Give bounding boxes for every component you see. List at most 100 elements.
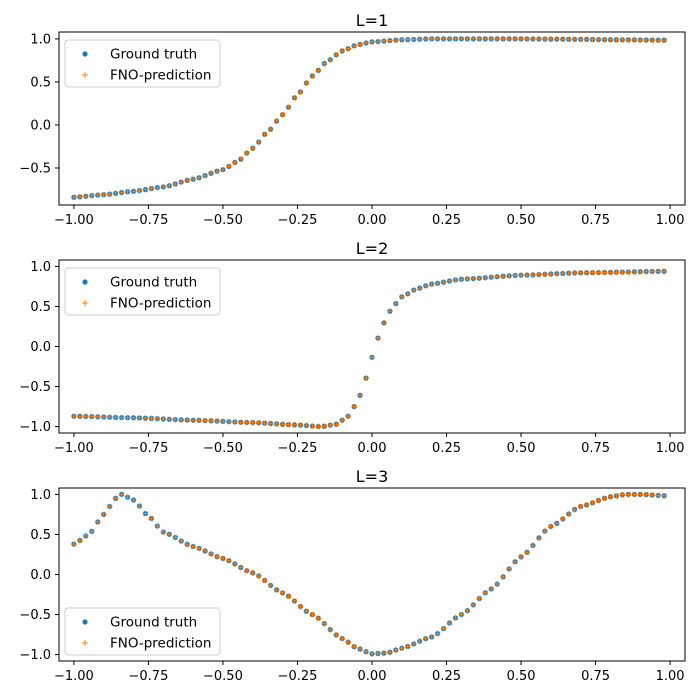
prediction-point: [244, 419, 250, 426]
prediction-point: [226, 557, 232, 564]
prediction-point: [327, 56, 334, 63]
prediction-point: [482, 590, 489, 596]
x-tick-label: −0.75: [129, 441, 169, 456]
prediction-point: [428, 634, 435, 640]
prediction-point: [345, 413, 351, 419]
prediction-point: [351, 403, 357, 410]
prediction-point: [172, 181, 179, 187]
prediction-point: [297, 89, 304, 95]
prediction-point: [476, 36, 483, 42]
axes-frame: [58, 487, 686, 662]
prediction-point: [476, 275, 483, 281]
prediction-point: [154, 415, 161, 422]
prediction-point: [404, 36, 411, 43]
prediction-point: [261, 577, 268, 584]
prediction-point: [303, 608, 310, 615]
prediction-point: [142, 510, 149, 517]
prediction-point: [577, 36, 584, 43]
prediction-point: [279, 111, 286, 118]
prediction-point: [220, 555, 226, 562]
prediction-point: [655, 268, 661, 275]
prediction-point: [130, 414, 137, 421]
prediction-point: [351, 643, 357, 650]
prediction-point: [202, 172, 208, 179]
prediction-point: [88, 528, 95, 535]
prediction-point: [83, 533, 89, 539]
prediction-point: [315, 423, 322, 430]
prediction-point: [315, 615, 322, 621]
prediction-point: [77, 413, 83, 420]
prediction-point: [363, 40, 369, 46]
prediction-point: [446, 620, 453, 626]
prediction-point: [470, 275, 477, 282]
prediction-point: [631, 269, 638, 275]
prediction-point: [470, 602, 477, 608]
prediction-point: [238, 419, 244, 426]
prediction-point: [190, 176, 196, 182]
prediction-point: [100, 414, 107, 420]
prediction-point: [440, 36, 447, 42]
data-points: [71, 491, 667, 657]
x-tick-label: −0.75: [129, 213, 169, 228]
prediction-point: [291, 598, 298, 604]
prediction-point: [422, 36, 429, 42]
prediction-point: [279, 590, 286, 596]
prediction-point: [77, 537, 83, 544]
x-tick-label: 1.00: [656, 213, 685, 228]
prediction-point: [601, 36, 608, 43]
y-tick-label: −1.0: [19, 420, 51, 435]
prediction-point: [375, 38, 381, 45]
prediction-point: [363, 648, 369, 655]
prediction-point: [661, 268, 667, 275]
prediction-point: [154, 184, 161, 191]
prediction-point: [500, 273, 506, 280]
prediction-point: [393, 37, 399, 43]
prediction-point: [208, 170, 214, 177]
prediction-point: [196, 545, 202, 552]
prediction-point: [387, 649, 393, 656]
prediction-point: [106, 191, 113, 197]
prediction-point: [226, 418, 232, 425]
legend: Ground truth FNO-prediction: [64, 39, 221, 88]
prediction-point: [637, 268, 644, 275]
prediction-point: [571, 36, 578, 43]
prediction-point: [565, 36, 572, 43]
prediction-point: [613, 269, 620, 276]
prediction-point: [327, 626, 334, 633]
subplot-3: L=3 −1.00 −0.75 −0.50 −0.25 0.00 0.25 0.50 0.75 1…: [19, 467, 686, 684]
prediction-point: [542, 36, 548, 42]
prediction-point: [410, 36, 417, 43]
prediction-point: [226, 163, 232, 170]
y-tick-label: 0.5: [30, 528, 51, 543]
prediction-point: [530, 542, 536, 549]
prediction-point: [589, 500, 596, 506]
prediction-point: [643, 268, 650, 275]
prediction-point: [506, 566, 512, 572]
prediction-point: [399, 645, 405, 651]
prediction-point: [607, 269, 614, 276]
prediction-point: [267, 420, 274, 427]
prediction-point: [273, 587, 280, 593]
data-points: [71, 36, 667, 201]
prediction-point: [410, 287, 417, 293]
prediction-point: [160, 184, 167, 190]
prediction-point: [416, 36, 423, 43]
prediction-point: [524, 272, 530, 278]
prediction-point: [512, 272, 518, 279]
prediction-point: [124, 494, 131, 501]
y-tick-label: 0.0: [30, 118, 51, 133]
prediction-point: [196, 417, 202, 424]
prediction-point: [434, 36, 441, 42]
prediction-point: [249, 570, 256, 576]
x-tick-label: 0.75: [581, 441, 610, 456]
prediction-point: [184, 541, 190, 548]
prediction-point: [118, 189, 125, 196]
prediction-point: [482, 274, 489, 281]
prediction-point: [571, 506, 578, 513]
prediction-point: [637, 37, 644, 43]
subplot-title: L=3: [356, 467, 389, 486]
prediction-point: [571, 270, 578, 276]
prediction-point: [625, 37, 632, 43]
prediction-point: [321, 620, 328, 627]
x-tick-label: −0.25: [278, 669, 318, 684]
